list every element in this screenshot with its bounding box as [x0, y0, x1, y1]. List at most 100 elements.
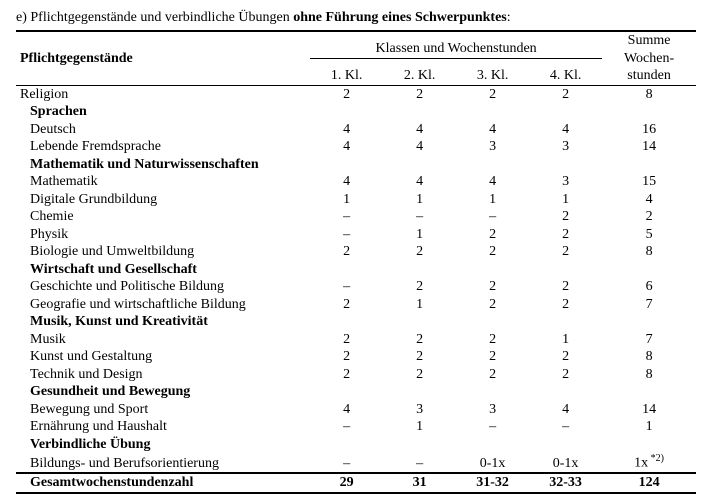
- heading-prefix: e) Pflichtgegenstände und verbindliche Ü…: [16, 10, 293, 25]
- cell-value: 2: [310, 85, 383, 103]
- cell-value: –: [310, 226, 383, 244]
- cell-value: –: [383, 453, 456, 473]
- cell-value: 2: [310, 331, 383, 349]
- curriculum-table: Pflichtgegenstände Klassen und Wochenstu…: [16, 30, 696, 494]
- section-label: Mathematik und Naturwissenschaften: [16, 156, 310, 174]
- row-label: Religion: [16, 85, 310, 103]
- table-row: Physik–1225: [16, 226, 696, 244]
- cell-value: 2: [456, 226, 529, 244]
- cell-value: 4: [310, 173, 383, 191]
- table-row: Geografie und wirtschaftliche Bildung212…: [16, 296, 696, 314]
- row-label: Geschichte und Politische Bildung: [16, 278, 310, 296]
- cell-value: 2: [456, 366, 529, 384]
- row-sum: 14: [602, 401, 696, 419]
- cell-value: –: [310, 453, 383, 473]
- row-sum: 5: [602, 226, 696, 244]
- total-value: 31: [383, 473, 456, 493]
- cell-value: 1: [529, 331, 602, 349]
- row-label: Bewegung und Sport: [16, 401, 310, 419]
- cell-value: –: [456, 208, 529, 226]
- cell-value: –: [383, 208, 456, 226]
- cell-value: 3: [529, 138, 602, 156]
- cell-value: 4: [383, 138, 456, 156]
- cell-value: 1: [383, 418, 456, 436]
- cell-value: 3: [383, 401, 456, 419]
- section-heading: e) Pflichtgegenstände und verbindliche Ü…: [16, 10, 696, 26]
- cell-value: 2: [383, 331, 456, 349]
- cell-value: 2: [456, 296, 529, 314]
- table-row: Kunst und Gestaltung22228: [16, 348, 696, 366]
- cell-value: 2: [383, 85, 456, 103]
- cell-value: 4: [456, 121, 529, 139]
- cell-value: 2: [310, 348, 383, 366]
- header-classes-span: Klassen und Wochenstunden: [310, 31, 602, 58]
- table-row: Chemie–––22: [16, 208, 696, 226]
- section-row: Sprachen: [16, 103, 696, 121]
- heading-suffix: :: [507, 10, 511, 25]
- table-row: Bildungs- und Berufsorientierung––0-1x0-…: [16, 453, 696, 473]
- section-label: Sprachen: [16, 103, 310, 121]
- row-label: Kunst und Gestaltung: [16, 348, 310, 366]
- cell-value: 3: [456, 138, 529, 156]
- table-row: Deutsch444416: [16, 121, 696, 139]
- row-sum: 1x *2): [602, 453, 696, 473]
- row-sum: 14: [602, 138, 696, 156]
- cell-value: 2: [456, 278, 529, 296]
- header-k1: 1. Kl.: [310, 58, 383, 85]
- row-sum: 7: [602, 296, 696, 314]
- row-label: Biologie und Umweltbildung: [16, 243, 310, 261]
- cell-value: 4: [456, 173, 529, 191]
- row-sum: 8: [602, 348, 696, 366]
- cell-value: 1: [383, 296, 456, 314]
- cell-value: 1: [383, 226, 456, 244]
- section-row: Musik, Kunst und Kreativität: [16, 313, 696, 331]
- cell-value: 2: [529, 366, 602, 384]
- row-sum: 8: [602, 243, 696, 261]
- table-row: Mathematik444315: [16, 173, 696, 191]
- cell-value: 2: [529, 243, 602, 261]
- cell-value: 4: [529, 121, 602, 139]
- cell-value: 1: [383, 191, 456, 209]
- row-label: Physik: [16, 226, 310, 244]
- heading-bold: ohne Führung eines Schwerpunktes: [293, 10, 507, 25]
- cell-value: –: [529, 418, 602, 436]
- cell-value: 4: [310, 138, 383, 156]
- cell-value: 2: [529, 85, 602, 103]
- table-row: Bewegung und Sport433414: [16, 401, 696, 419]
- table-row: Religion22228: [16, 85, 696, 103]
- row-sum: 8: [602, 366, 696, 384]
- cell-value: 2: [310, 296, 383, 314]
- row-sum: 7: [602, 331, 696, 349]
- cell-value: 2: [529, 226, 602, 244]
- cell-value: 2: [529, 348, 602, 366]
- cell-value: 2: [383, 243, 456, 261]
- cell-value: 2: [310, 243, 383, 261]
- cell-value: 2: [456, 85, 529, 103]
- row-sum: 6: [602, 278, 696, 296]
- cell-value: 4: [383, 173, 456, 191]
- cell-value: 1: [456, 191, 529, 209]
- cell-value: 3: [529, 173, 602, 191]
- row-sum: 15: [602, 173, 696, 191]
- section-label: Gesundheit und Bewegung: [16, 383, 310, 401]
- section-row: Verbindliche Übung: [16, 436, 696, 454]
- total-sum: 124: [602, 473, 696, 493]
- cell-value: –: [456, 418, 529, 436]
- cell-value: 2: [456, 243, 529, 261]
- cell-value: 1: [529, 191, 602, 209]
- cell-value: 4: [310, 121, 383, 139]
- cell-value: 4: [383, 121, 456, 139]
- cell-value: 2: [529, 278, 602, 296]
- table-row: Geschichte und Politische Bildung–2226: [16, 278, 696, 296]
- cell-value: 2: [456, 348, 529, 366]
- cell-value: 0-1x: [529, 453, 602, 473]
- cell-value: 2: [310, 366, 383, 384]
- header-k3: 3. Kl.: [456, 58, 529, 85]
- total-row: Gesamtwochenstundenzahl293131-3232-33124: [16, 473, 696, 493]
- section-label: Musik, Kunst und Kreativität: [16, 313, 310, 331]
- row-sum: 4: [602, 191, 696, 209]
- row-label: Digitale Grundbildung: [16, 191, 310, 209]
- table-row: Lebende Fremdsprache443314: [16, 138, 696, 156]
- table-row: Technik und Design22228: [16, 366, 696, 384]
- row-label: Geografie und wirtschaftliche Bildung: [16, 296, 310, 314]
